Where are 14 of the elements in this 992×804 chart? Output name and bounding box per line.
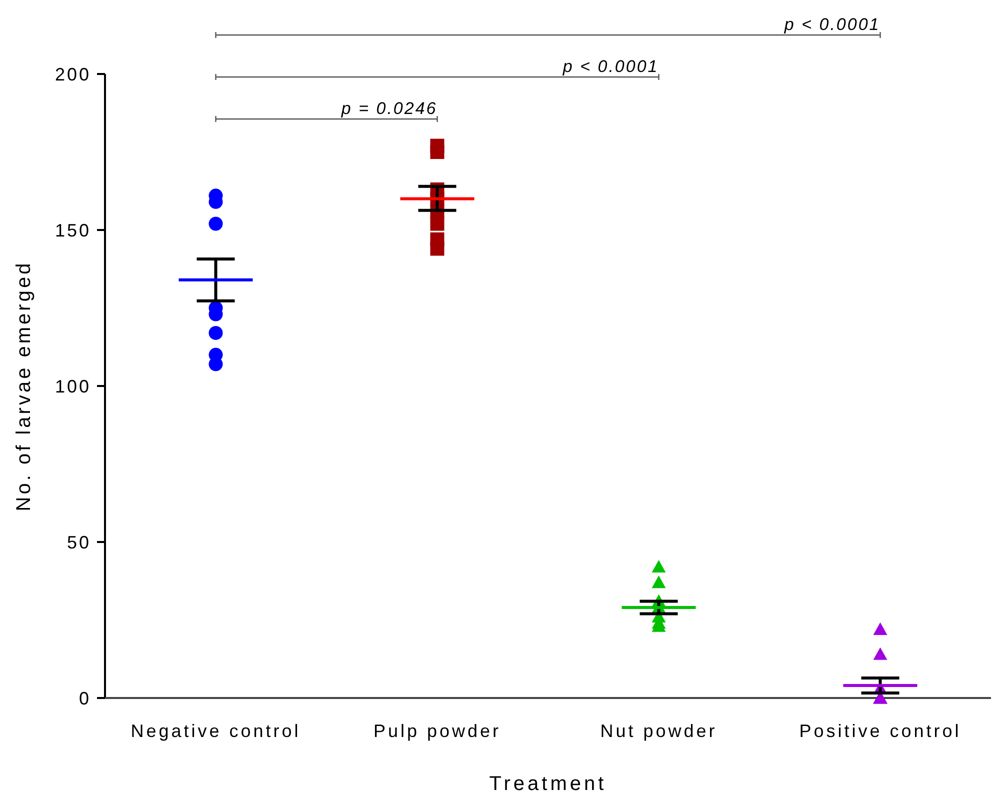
annotation: p = 0.0246: [340, 99, 438, 118]
y-tick-label: 100: [54, 376, 91, 396]
x-axis-title: Treatment: [489, 773, 607, 795]
y-tick-label: 200: [54, 64, 91, 84]
x-tick-label: Nut powder: [600, 721, 718, 741]
y-tick-label: 50: [66, 532, 91, 552]
x-tick-label: Positive control: [799, 721, 962, 741]
y-tick-label: 150: [54, 220, 91, 240]
x-tick-label: Negative control: [130, 721, 301, 741]
x-tick-label: Pulp powder: [373, 721, 502, 741]
y-axis-title: No. of larvae emerged: [13, 260, 35, 512]
y-tick-label: 0: [78, 688, 91, 708]
text: p < 0.0001: [783, 15, 880, 34]
annotation: p < 0.0001: [562, 57, 659, 76]
